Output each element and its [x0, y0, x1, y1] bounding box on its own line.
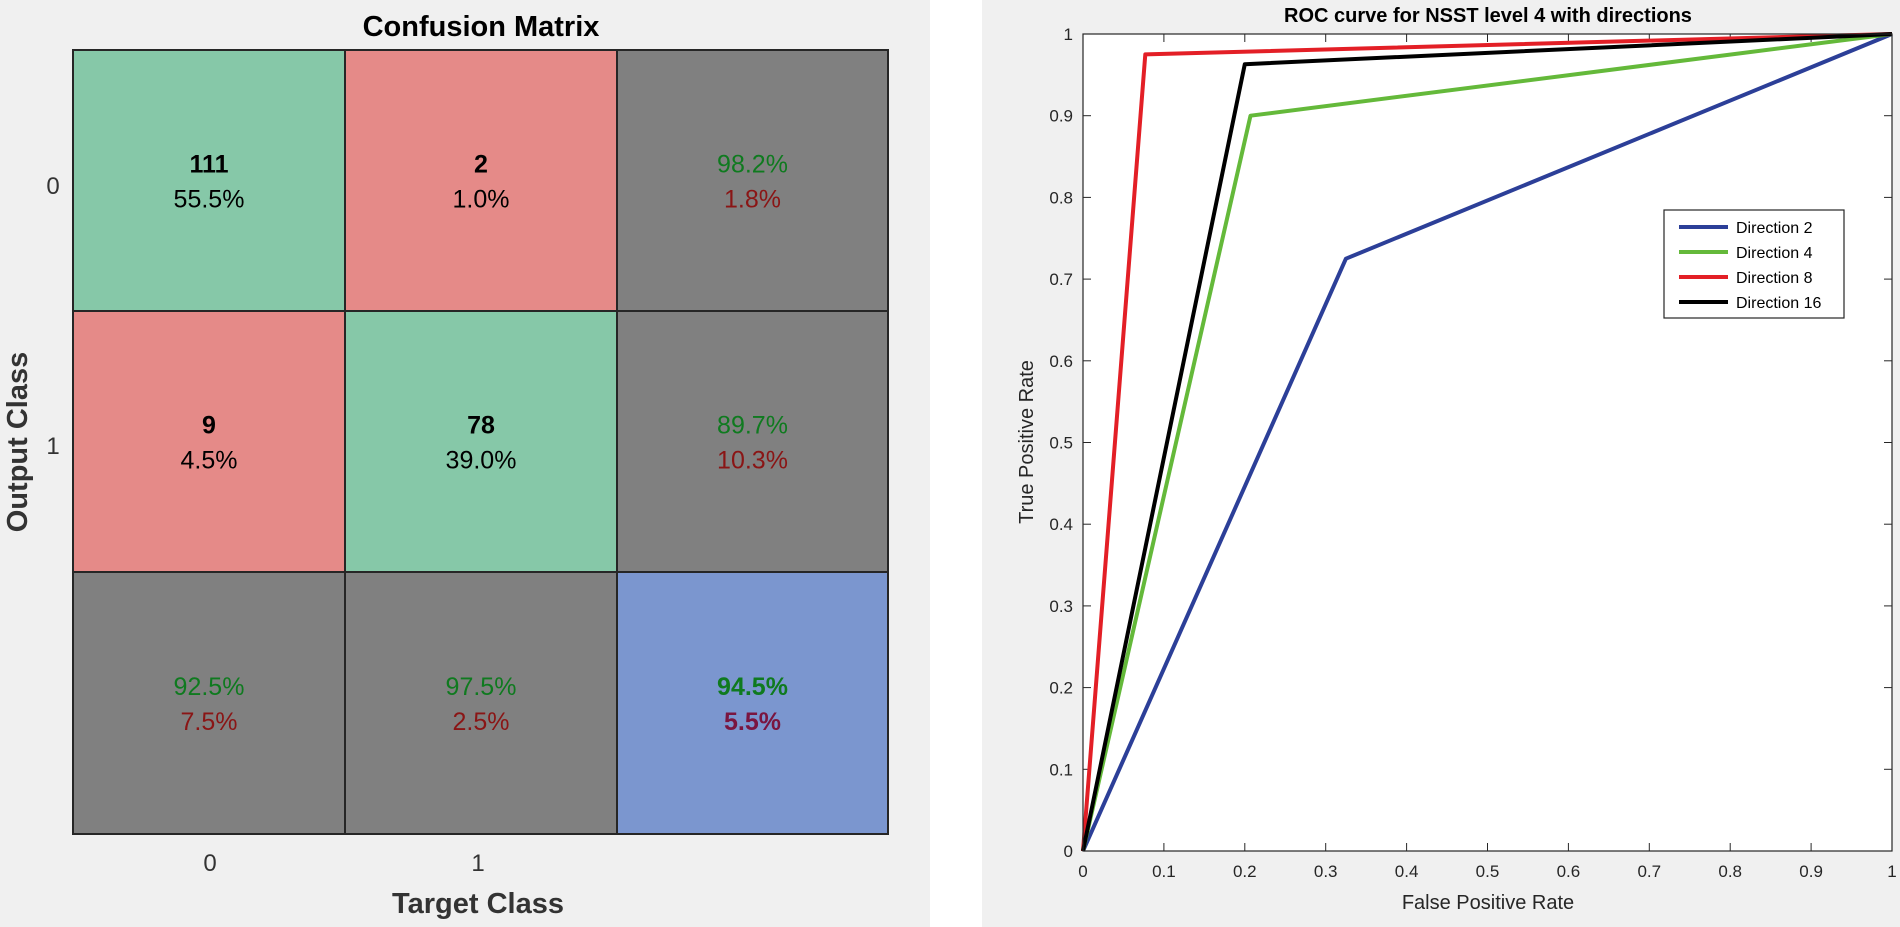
cm-x-tick-1: 1 [471, 850, 484, 877]
cm-x-tick-0: 0 [203, 850, 216, 877]
roc-x-tick-label: 0.1 [1152, 862, 1176, 881]
roc-y-tick-label: 0.4 [1049, 515, 1073, 534]
roc-series-line-direction-2 [1081, 32, 1893, 852]
cm-title: Confusion Matrix [363, 11, 600, 43]
cm-cell-2-0 [72, 571, 346, 835]
roc-y-tick-label: 0.9 [1049, 107, 1073, 126]
confusion-matrix-chart: Confusion Matrix 111 55.5% 2 1.0% 98.2% 1.8% 9… [2, 11, 889, 920]
roc-x-tick-label: 0.9 [1799, 862, 1823, 881]
roc-y-tick-label: 0.8 [1049, 188, 1073, 207]
cm-cell-correct-rate: 97.5% [446, 673, 517, 701]
roc-x-tick-label: 0.3 [1314, 862, 1338, 881]
roc-axes-box [1082, 33, 1893, 852]
cm-cell-error-rate: 2.5% [453, 708, 510, 736]
roc-panel: 0 0.1 0.2 0.3 0.4 0.5 0.6 0.7 0.8 0.9 1 0 0.1 0.2 0.3 0… [982, 0, 1900, 927]
cm-cell-1-2 [616, 310, 889, 573]
cm-cell-0-2 [616, 49, 889, 312]
roc-xlabel: False Positive Rate [1402, 892, 1574, 914]
cm-y-tick-1: 1 [46, 433, 59, 460]
cm-cell-correct-rate: 94.5% [717, 673, 788, 701]
cm-ylabel: Output Class [2, 352, 34, 532]
roc-x-tick-label: 0.7 [1637, 862, 1661, 881]
roc-y-tick-label: 0 [1064, 842, 1073, 861]
cm-cell-2-2 [616, 571, 889, 835]
cm-cell-correct-rate: 98.2% [717, 151, 788, 179]
roc-chart: 0 0.1 0.2 0.3 0.4 0.5 0.6 0.7 0.8 0.9 1 0 0.1 0.2 0.3 0… [1016, 5, 1897, 914]
cm-cell-correct-rate: 92.5% [174, 673, 245, 701]
confusion-matrix-panel: Confusion Matrix 111 55.5% 2 1.0% 98.2% 1.8% 9… [0, 0, 930, 927]
cm-cell-count: 111 [190, 151, 229, 179]
roc-legend-label: Direction 8 [1736, 270, 1813, 287]
cm-cell-2-1 [344, 571, 618, 835]
roc-x-tick-label: 0.2 [1233, 862, 1257, 881]
roc-legend-label: Direction 2 [1736, 220, 1813, 237]
cm-cell-0-1 [344, 49, 618, 312]
roc-series-line-direction-8 [1081, 32, 1893, 852]
roc-plot-area [1083, 34, 1892, 851]
roc-title: ROC curve for NSST level 4 with directio… [1284, 5, 1692, 27]
roc-x-tick-label: 0.6 [1557, 862, 1581, 881]
cm-xlabel: Target Class [392, 888, 564, 920]
roc-y-tick-label: 0.7 [1049, 270, 1073, 289]
cm-cell-1-0 [72, 310, 346, 573]
cm-cell-count: 2 [474, 151, 488, 179]
cm-cell-1-1 [344, 310, 618, 573]
roc-series-line-direction-4 [1081, 32, 1893, 852]
roc-legend-label: Direction 4 [1736, 245, 1813, 262]
cm-cell-percent: 4.5% [181, 447, 238, 475]
roc-x-tick-label: 0 [1078, 862, 1087, 881]
cm-y-tick-0: 0 [46, 173, 59, 200]
roc-x-tick-label: 0.4 [1395, 862, 1419, 881]
roc-y-tick-label: 0.6 [1049, 352, 1073, 371]
cm-cell-error-rate: 1.8% [724, 186, 781, 214]
roc-legend: Direction 2 Direction 4 Direction 8 Directi… [1663, 209, 1845, 319]
roc-y-tick-label: 0.5 [1049, 434, 1073, 453]
roc-y-tick-label: 0.2 [1049, 679, 1073, 698]
cm-cell-error-rate: 7.5% [181, 708, 238, 736]
roc-y-tick-label: 0.3 [1049, 597, 1073, 616]
cm-cell-0-0 [72, 49, 346, 312]
roc-legend-label: Direction 16 [1736, 295, 1821, 312]
cm-cell-error-rate: 5.5% [724, 708, 781, 736]
roc-x-tick-label: 0.5 [1476, 862, 1500, 881]
cm-cell-correct-rate: 89.7% [717, 412, 788, 440]
roc-x-tick-label: 1 [1887, 862, 1896, 881]
cm-cell-percent: 1.0% [453, 186, 510, 214]
roc-y-tick-label: 1 [1064, 25, 1073, 44]
cm-cell-count: 9 [202, 412, 216, 440]
roc-x-tick-label: 0.8 [1718, 862, 1742, 881]
cm-cell-percent: 55.5% [174, 186, 245, 214]
roc-ylabel: True Positive Rate [1016, 360, 1038, 524]
cm-cell-count: 78 [467, 412, 495, 440]
roc-series-line-direction-16 [1081, 32, 1893, 852]
cm-cell-percent: 39.0% [446, 447, 517, 475]
roc-y-tick-label: 0.1 [1049, 760, 1073, 779]
cm-cell-error-rate: 10.3% [717, 447, 788, 475]
